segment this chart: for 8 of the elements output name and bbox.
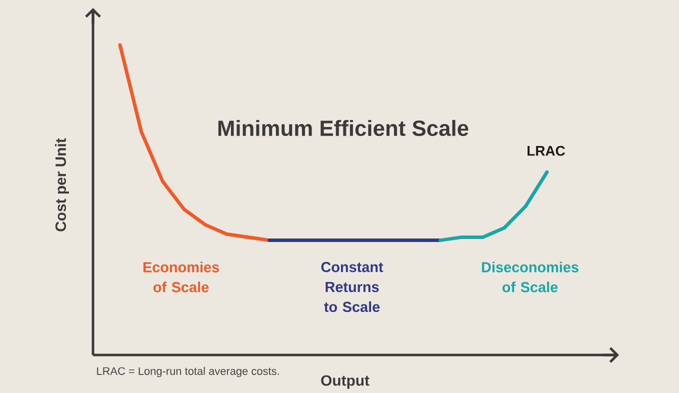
series-label: Constant Returns to Scale <box>321 262 384 312</box>
y-axis-title: Cost per Unit <box>55 138 69 232</box>
text: Minimum Efficient Scale <box>218 120 468 136</box>
x-axis-title: Output <box>321 375 370 389</box>
text: LRAC = Long-run total average costs. <box>97 366 279 378</box>
series-label: Economies of Scale <box>143 262 219 292</box>
annotation: LRAC <box>528 146 565 156</box>
series-label: Diseconomies of Scale <box>482 262 578 292</box>
